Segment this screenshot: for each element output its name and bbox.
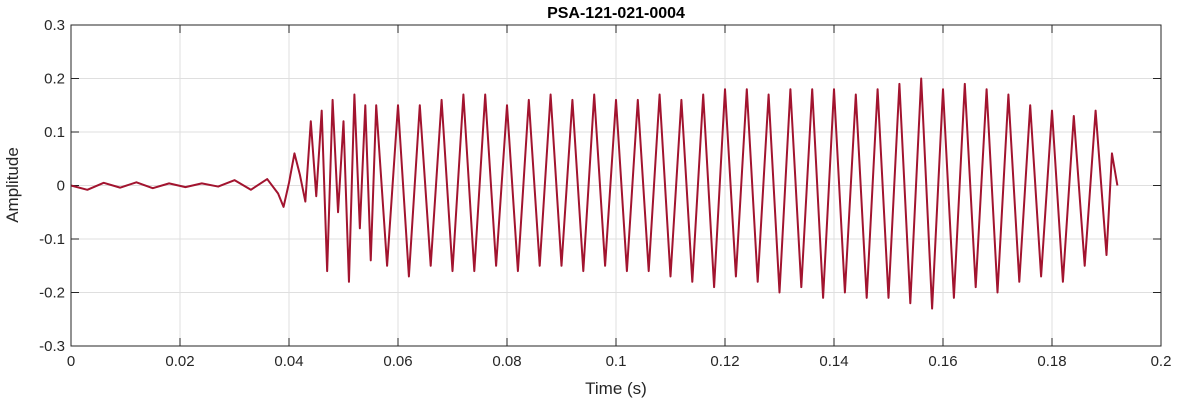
y-tick-label: 0.3 xyxy=(44,17,65,34)
x-tick-label: 0.02 xyxy=(165,353,194,370)
x-tick-label: 0.14 xyxy=(819,353,848,370)
x-tick-label: 0.08 xyxy=(492,353,521,370)
y-tick-label: -0.3 xyxy=(39,338,65,355)
y-tick-labels: -0.3 -0.2 -0.1 0 0.1 0.2 0.3 xyxy=(39,17,65,355)
y-tick-label: -0.1 xyxy=(39,231,65,248)
x-axis-label: Time (s) xyxy=(585,379,647,398)
x-tick-labels: 0 0.02 0.04 0.06 0.08 0.1 0.12 0.14 0.16 0.18 0.2 xyxy=(67,353,1172,370)
y-tick-label: -0.2 xyxy=(39,285,65,302)
x-tick-label: 0 xyxy=(67,353,75,370)
x-tick-label: 0.04 xyxy=(274,353,303,370)
y-tick-label: 0.2 xyxy=(44,71,65,88)
x-tick-label: 0.1 xyxy=(606,353,627,370)
y-tick-label: 0.1 xyxy=(44,124,65,141)
chart-title: PSA-121-021-0004 xyxy=(547,5,685,22)
x-tick-label: 0.06 xyxy=(383,353,412,370)
y-tick-label: 0 xyxy=(57,178,65,195)
x-tick-label: 0.16 xyxy=(928,353,957,370)
y-axis-label: Amplitude xyxy=(3,147,22,223)
plot-frame xyxy=(70,24,1162,347)
x-tick-label: 0.2 xyxy=(1151,353,1172,370)
x-tick-label: 0.18 xyxy=(1037,353,1066,370)
x-tick-label: 0.12 xyxy=(710,353,739,370)
series-line xyxy=(70,77,1119,310)
